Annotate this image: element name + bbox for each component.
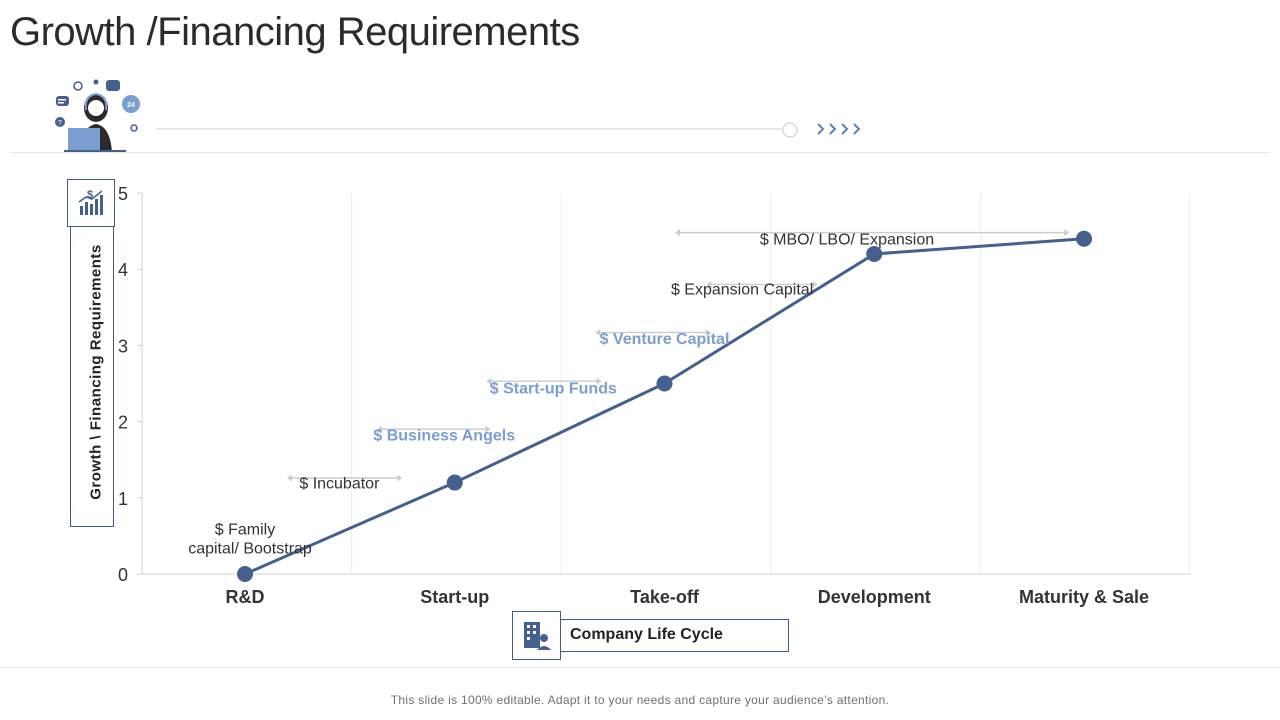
x-category-label: Take-off — [630, 587, 700, 607]
growth-chart-dollar-icon: $ — [78, 189, 103, 215]
data-point — [237, 566, 253, 582]
y-tick-label: 1 — [118, 489, 128, 509]
svg-text:$: $ — [87, 189, 93, 201]
y-axis-label-frame — [70, 225, 114, 527]
data-point — [866, 245, 883, 262]
arrow-head — [377, 425, 383, 433]
y-axis-icon-frame: $ — [67, 179, 115, 227]
series-line — [244, 237, 1085, 576]
y-tick-label: 3 — [118, 336, 128, 356]
data-point — [446, 474, 463, 491]
chart-grid — [141, 193, 1191, 574]
arrow-head — [595, 328, 601, 336]
annotation-label: $ Business Angels — [373, 428, 515, 445]
y-tick-label: 5 — [118, 184, 128, 204]
x-axis-icon-frame — [512, 611, 561, 660]
x-category-label: Development — [818, 587, 931, 607]
arrow-head — [596, 377, 602, 385]
x-axis-label: Company Life Cycle — [570, 626, 723, 643]
chart-axes — [137, 192, 1190, 575]
annotation-label: $ Incubator — [299, 476, 380, 493]
arrow-head — [485, 425, 491, 433]
footer-divider — [0, 667, 1280, 668]
x-category-label: Maturity & Sale — [1019, 587, 1149, 607]
footer-note: This slide is 100% editable. Adapt it to… — [390, 693, 890, 707]
y-tick-label: 4 — [118, 260, 128, 280]
chart-annotations — [286, 229, 1070, 482]
chart-labels: 0 1 2 3 4 5 R&D Start-up Take-off Development Matu… — [118, 184, 1149, 607]
arrow-head — [286, 474, 292, 482]
decorative-timeline — [156, 122, 861, 138]
annotation-label: $ MBO/ LBO/ Expansion — [760, 232, 934, 249]
annotation-label: $ Start-up Funds — [490, 380, 617, 397]
arrow-head — [1064, 229, 1070, 237]
annotation-label: $ Family — [215, 521, 275, 538]
arrow-head — [486, 377, 492, 385]
customer-support-agent-icon: ? 24 — [55, 79, 140, 153]
x-category-label: Start-up — [420, 587, 489, 607]
y-tick-label: 0 — [118, 565, 128, 585]
chart-series — [237, 230, 1092, 582]
svg-text:24: 24 — [127, 102, 135, 109]
arrow-head — [812, 280, 818, 288]
office-building-person-icon — [524, 622, 551, 650]
data-point — [656, 375, 673, 392]
header-divider — [10, 152, 1270, 153]
arrow-head — [706, 280, 712, 288]
annotation-label: capital/ Bootstrap — [188, 540, 312, 557]
arrow-head — [397, 474, 403, 482]
arrow-head — [674, 229, 680, 237]
data-point — [1076, 230, 1092, 247]
page-title: Growth /Financing Requirements — [10, 10, 580, 54]
x-category-label: R&D — [226, 587, 265, 607]
annotation-label: $ Venture Capital — [600, 331, 730, 348]
annotation-label: $ Expansion Capital — [671, 281, 813, 298]
y-tick-label: 2 — [118, 413, 128, 433]
svg-text:?: ? — [58, 120, 62, 127]
arrow-head — [705, 328, 711, 336]
